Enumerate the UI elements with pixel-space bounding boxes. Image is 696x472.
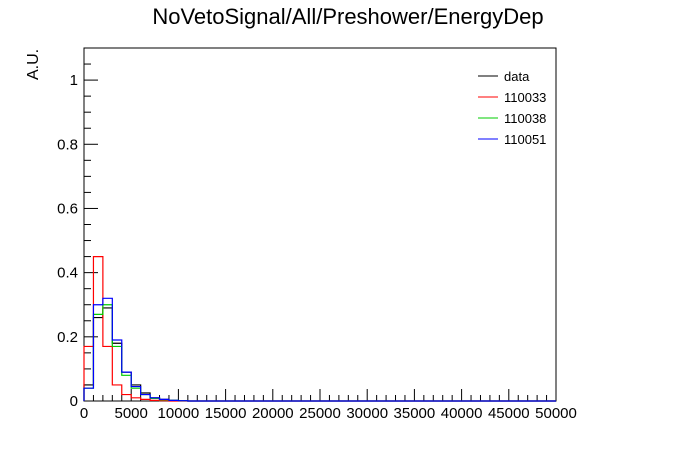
x-tick-label: 40000: [441, 405, 483, 422]
y-tick-label: 0.2: [57, 329, 78, 346]
y-tick-label: 0.4: [57, 265, 78, 282]
histogram-series: [83, 255, 556, 402]
legend: data 110033 110038 110051: [478, 69, 546, 147]
y-axis-label: A.U.: [25, 49, 42, 80]
y-tick-label: 0.8: [57, 136, 78, 153]
legend-label: 110033: [504, 90, 546, 105]
y-axis-ticks: 0 0.2 0.4 0.6 0.8 1: [57, 47, 98, 410]
legend-label: data: [504, 69, 530, 84]
series-data: [83, 307, 556, 402]
x-tick-label: 10000: [158, 405, 200, 422]
plot-frame: [83, 47, 557, 402]
chart-title: NoVetoSignal/All/Preshower/EnergyDep: [152, 4, 543, 29]
x-tick-label: 50000: [535, 405, 577, 422]
y-tick-label: 1: [70, 72, 78, 89]
y-tick-label: 0.6: [57, 200, 78, 217]
legend-label: 110051: [504, 132, 546, 147]
series-110038: [83, 304, 556, 402]
x-tick-label: 0: [80, 405, 88, 422]
x-axis-ticks: 0 5000 10000 15000 20000 25000 30000 35000 40000…: [80, 389, 577, 422]
x-tick-label: 35000: [394, 405, 436, 422]
x-tick-label: 5000: [115, 405, 148, 422]
x-tick-label: 30000: [346, 405, 388, 422]
x-tick-label: 25000: [299, 405, 341, 422]
x-tick-label: 20000: [252, 405, 294, 422]
x-tick-label: 15000: [205, 405, 247, 422]
x-tick-label: 45000: [488, 405, 530, 422]
y-tick-label: 0: [70, 393, 78, 410]
legend-label: 110038: [504, 111, 546, 126]
series-110051: [83, 297, 556, 402]
series-110033: [83, 255, 556, 402]
